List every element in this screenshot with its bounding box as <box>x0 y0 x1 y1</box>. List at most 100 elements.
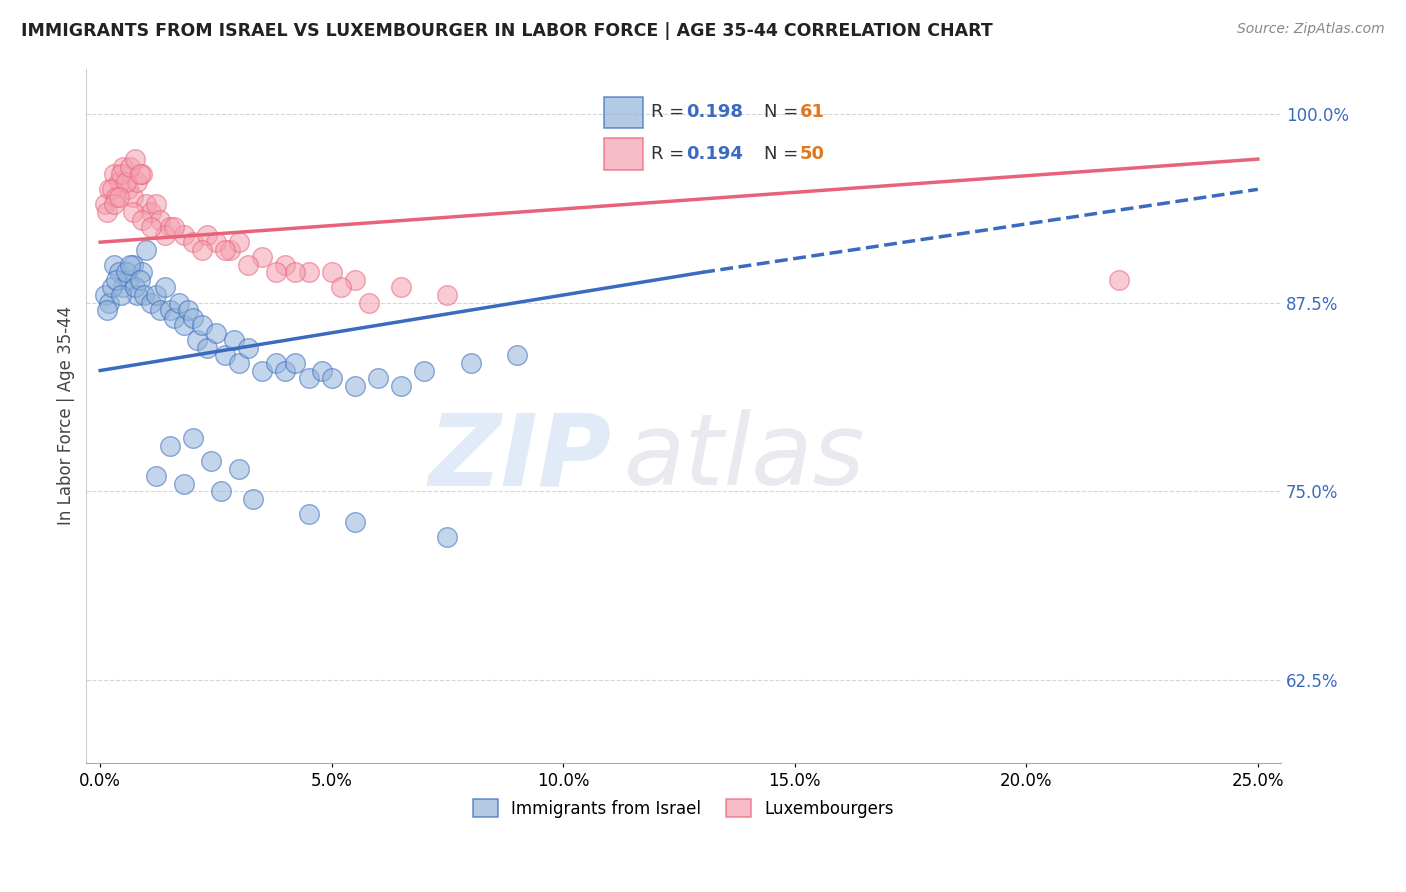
Point <box>195 227 218 242</box>
Point <box>112 160 135 174</box>
Point <box>98 182 121 196</box>
Point <box>173 227 195 242</box>
Point <box>264 265 287 279</box>
Point <box>238 258 260 272</box>
Point <box>181 310 204 325</box>
Point <box>107 190 129 204</box>
Point <box>173 318 195 333</box>
Point <box>330 280 353 294</box>
Point <box>114 265 136 279</box>
Point <box>131 212 153 227</box>
Point <box>252 363 274 377</box>
Point <box>1108 273 1130 287</box>
Point <box>149 303 172 318</box>
Point <box>389 280 412 294</box>
Point <box>367 371 389 385</box>
Point <box>117 182 139 196</box>
Point <box>112 280 135 294</box>
Point <box>506 348 529 362</box>
Legend: Immigrants from Israel, Luxembourgers: Immigrants from Israel, Luxembourgers <box>467 793 901 824</box>
Point <box>105 273 128 287</box>
Point <box>159 220 181 235</box>
Point <box>139 295 162 310</box>
Point <box>321 265 343 279</box>
Point <box>218 243 240 257</box>
Point <box>94 288 117 302</box>
Point <box>121 190 143 204</box>
Point <box>131 265 153 279</box>
Point <box>124 152 146 166</box>
Point <box>228 235 250 249</box>
Point <box>389 378 412 392</box>
Point <box>139 205 162 219</box>
Point <box>214 348 236 362</box>
Point <box>200 454 222 468</box>
Point <box>135 197 157 211</box>
Point <box>107 175 129 189</box>
Point <box>127 288 149 302</box>
Point <box>117 273 139 287</box>
Point <box>413 363 436 377</box>
Point <box>228 356 250 370</box>
Point <box>153 280 176 294</box>
Point <box>103 167 125 181</box>
Point <box>135 243 157 257</box>
Point <box>436 530 458 544</box>
Point <box>274 363 297 377</box>
Point <box>110 167 132 181</box>
Point <box>128 273 150 287</box>
Point <box>145 469 167 483</box>
Point <box>177 303 200 318</box>
Text: ZIP: ZIP <box>429 409 612 506</box>
Point <box>100 280 122 294</box>
Point <box>460 356 482 370</box>
Point <box>195 341 218 355</box>
Point <box>186 334 208 348</box>
Point <box>191 318 214 333</box>
Point <box>311 363 333 377</box>
Point <box>436 288 458 302</box>
Point <box>159 303 181 318</box>
Point <box>297 371 319 385</box>
Point <box>163 220 186 235</box>
Point <box>321 371 343 385</box>
Point <box>96 205 118 219</box>
Point <box>224 334 246 348</box>
Point <box>105 190 128 204</box>
Point <box>124 280 146 294</box>
Point <box>159 439 181 453</box>
Point <box>121 258 143 272</box>
Point <box>121 205 143 219</box>
Point <box>284 265 307 279</box>
Point <box>103 258 125 272</box>
Point <box>209 484 232 499</box>
Point <box>94 197 117 211</box>
Point <box>274 258 297 272</box>
Point <box>139 220 162 235</box>
Point <box>343 378 366 392</box>
Point <box>134 288 156 302</box>
Point <box>357 295 380 310</box>
Point <box>131 167 153 181</box>
Point <box>145 288 167 302</box>
Point <box>107 265 129 279</box>
Text: atlas: atlas <box>624 409 866 506</box>
Point <box>297 507 319 521</box>
Point <box>343 515 366 529</box>
Point <box>110 288 132 302</box>
Point <box>128 167 150 181</box>
Point <box>120 160 142 174</box>
Point <box>127 175 149 189</box>
Point <box>252 250 274 264</box>
Point <box>114 175 136 189</box>
Point <box>120 258 142 272</box>
Point <box>205 326 228 340</box>
Text: Source: ZipAtlas.com: Source: ZipAtlas.com <box>1237 22 1385 37</box>
Point <box>163 310 186 325</box>
Point <box>297 265 319 279</box>
Point <box>191 243 214 257</box>
Point <box>214 243 236 257</box>
Point <box>242 491 264 506</box>
Point <box>149 212 172 227</box>
Point <box>181 235 204 249</box>
